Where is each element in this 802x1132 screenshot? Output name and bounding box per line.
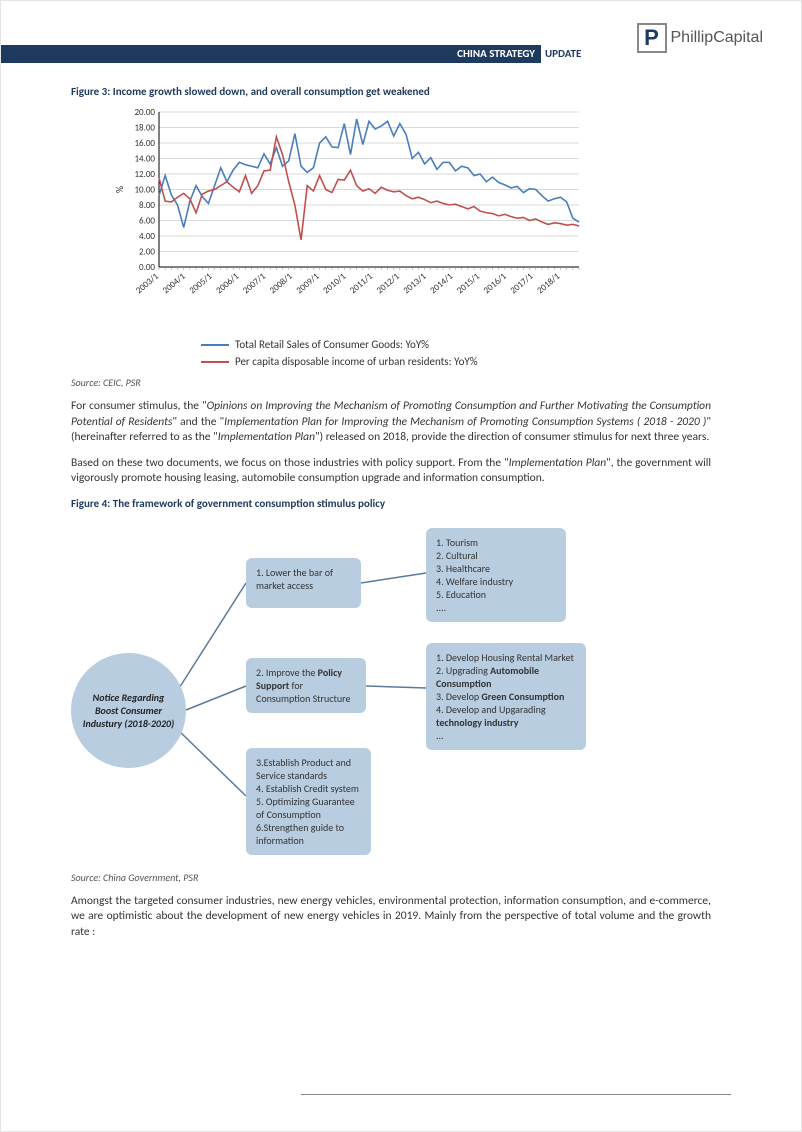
svg-text:2006/1: 2006/1 bbox=[214, 271, 242, 297]
svg-text:6.00: 6.00 bbox=[139, 216, 155, 227]
svg-text:2009/1: 2009/1 bbox=[294, 271, 322, 297]
chart-legend: Total Retail Sales of Consumer Goods: Yo… bbox=[111, 338, 711, 368]
svg-text:18.00: 18.00 bbox=[134, 123, 155, 134]
svg-text:2005/1: 2005/1 bbox=[187, 271, 215, 297]
svg-text:2007/1: 2007/1 bbox=[241, 271, 269, 297]
svg-text:2012/1: 2012/1 bbox=[374, 271, 402, 297]
svg-text:2011/1: 2011/1 bbox=[348, 271, 376, 297]
svg-text:2003/1: 2003/1 bbox=[134, 271, 162, 297]
svg-text:2004/1: 2004/1 bbox=[160, 271, 188, 297]
brand-name: PhillipCapital bbox=[671, 29, 764, 47]
figure3-chart: 0.002.004.006.008.0010.0012.0014.0016.00… bbox=[71, 106, 711, 368]
svg-text:4.00: 4.00 bbox=[139, 231, 155, 242]
diagram-mid-1: 1. Lower the bar of market access bbox=[246, 558, 361, 608]
brand-logo-icon: P bbox=[637, 23, 667, 53]
svg-text:2013/1: 2013/1 bbox=[401, 271, 429, 297]
svg-text:8.00: 8.00 bbox=[139, 200, 155, 211]
svg-text:10.00: 10.00 bbox=[134, 185, 155, 196]
svg-text:14.00: 14.00 bbox=[134, 154, 155, 165]
diagram-mid-2: 2. Improve the Policy Support for Consum… bbox=[246, 658, 366, 713]
figure3-source: Source: CEIC, PSR bbox=[71, 376, 711, 389]
figure4-title: Figure 4: The framework of government co… bbox=[71, 497, 711, 510]
svg-text:2018/1: 2018/1 bbox=[535, 271, 563, 297]
svg-text:2014/1: 2014/1 bbox=[428, 271, 456, 297]
figure4-diagram: Notice Regarding Boost Consumer Industur… bbox=[71, 518, 711, 863]
diagram-right-2: 1. Develop Housing Rental Market2. Upgra… bbox=[426, 643, 586, 750]
legend-label: Total Retail Sales of Consumer Goods: Yo… bbox=[235, 338, 429, 351]
svg-text:16.00: 16.00 bbox=[134, 138, 155, 149]
paragraph-2: Based on these two documents, we focus o… bbox=[71, 456, 711, 487]
svg-text:20.00: 20.00 bbox=[134, 107, 155, 118]
diagram-root: Notice Regarding Boost Consumer Industur… bbox=[71, 653, 186, 768]
svg-text:2.00: 2.00 bbox=[139, 247, 155, 258]
legend-item: Total Retail Sales of Consumer Goods: Yo… bbox=[201, 338, 711, 351]
figure3-title: Figure 3: Income growth slowed down, and… bbox=[71, 85, 711, 98]
svg-text:2008/1: 2008/1 bbox=[267, 271, 295, 297]
paragraph-1: For consumer stimulus, the "Opinions on … bbox=[71, 399, 711, 446]
header-tag: UPDATE bbox=[545, 45, 581, 63]
header-category: CHINA STRATEGY bbox=[1, 45, 541, 63]
legend-swatch bbox=[201, 361, 229, 363]
line-chart-svg: 0.002.004.006.008.0010.0012.0014.0016.00… bbox=[111, 106, 585, 327]
svg-text:2015/1: 2015/1 bbox=[455, 271, 483, 297]
page-content: Figure 3: Income growth slowed down, and… bbox=[71, 85, 711, 950]
svg-text:2010/1: 2010/1 bbox=[321, 271, 349, 297]
figure4-source: Source: China Government, PSR bbox=[71, 871, 711, 884]
svg-text:12.00: 12.00 bbox=[134, 169, 155, 180]
brand-logo: P PhillipCapital bbox=[637, 23, 764, 53]
svg-text:2016/1: 2016/1 bbox=[481, 271, 509, 297]
paragraph-3: Amongst the targeted consumer industries… bbox=[71, 894, 711, 941]
legend-item: Per capita disposable income of urban re… bbox=[201, 355, 711, 368]
legend-label: Per capita disposable income of urban re… bbox=[235, 355, 478, 368]
diagram-right-1: 1. Tourism2. Cultural3. Healthcare4. Wel… bbox=[426, 528, 566, 622]
footer-divider bbox=[301, 1094, 731, 1095]
legend-swatch bbox=[201, 344, 229, 346]
svg-text:%: % bbox=[113, 186, 126, 193]
brand-letter: P bbox=[644, 25, 659, 51]
svg-text:2017/1: 2017/1 bbox=[508, 271, 536, 297]
diagram-mid-3: 3.Establish Product and Service standard… bbox=[246, 748, 371, 855]
